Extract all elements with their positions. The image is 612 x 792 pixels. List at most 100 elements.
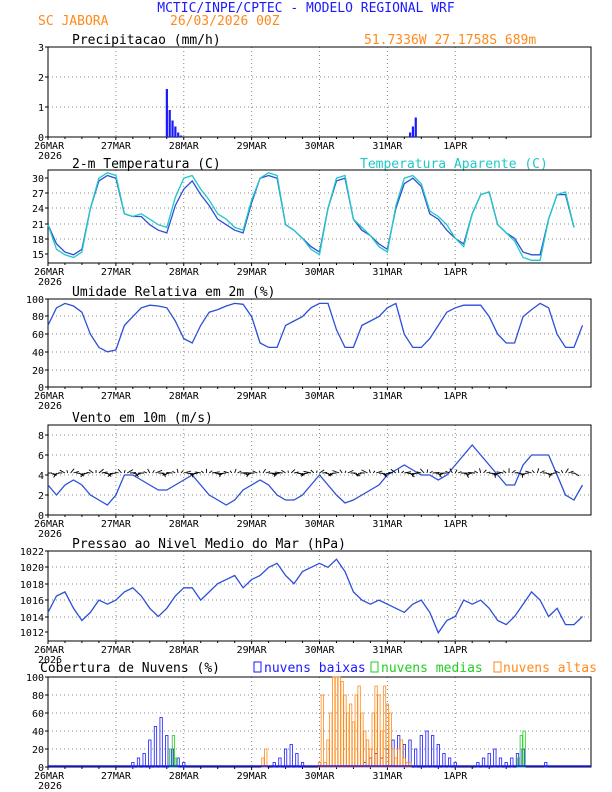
high-cloud-bar (394, 757, 398, 768)
wind-barb (339, 469, 343, 474)
mid-cloud-bar (171, 735, 176, 768)
precip-year-label: 2026 (38, 151, 62, 162)
rh-ytick-label: 100 (26, 295, 44, 306)
temp-xtick-label: 27MAR (101, 267, 132, 278)
low-cloud-bar (442, 753, 446, 768)
wind-barb (180, 470, 184, 474)
wind-barb (474, 470, 479, 474)
low-cloud-bar (504, 762, 508, 768)
high-cloud-bar (408, 762, 412, 768)
wind-barb (502, 470, 507, 474)
precip-xtick-label: 30MAR (304, 141, 335, 152)
wind-ytick-label: 2 (38, 491, 44, 502)
temp-ytick-label: 18 (32, 235, 44, 246)
wind-xtick-label: 26MAR (34, 519, 65, 530)
wind-barb (194, 471, 201, 474)
wind-barb (73, 470, 79, 474)
wind-barb (265, 471, 271, 474)
low-cloud-bar (425, 730, 429, 768)
wind-barb (548, 472, 552, 478)
high-cloud-bar (346, 712, 350, 768)
rh-xtick-label: 30MAR (304, 391, 335, 402)
clouds-ytick-label: 40 (32, 727, 44, 738)
high-cloud-bar (374, 685, 378, 768)
pressure-xtick-label: 30MAR (304, 645, 335, 656)
wind-barb (514, 471, 519, 474)
pressure-title: Pressao ao Nivel Medio do Mar (hPa) (72, 537, 346, 552)
rh-ytick-label: 40 (32, 348, 44, 359)
high-cloud-bar (334, 676, 339, 768)
mid-cloud-bar (516, 757, 521, 768)
pressure-xtick-label: 31MAR (372, 645, 403, 656)
temp-xtick-label: 29MAR (237, 267, 268, 278)
temp-title: 2-m Temperatura (C) (72, 157, 221, 172)
precip-bar (174, 126, 177, 137)
clouds-ytick-label: 80 (32, 691, 44, 702)
wind-xtick-label: 31MAR (372, 519, 403, 530)
high-cloud-bar (402, 757, 406, 768)
wind-barb (388, 471, 394, 474)
wind-barb (565, 468, 569, 474)
pressure-year-label: 2026 (38, 655, 62, 666)
wind-ytick-label: 4 (38, 471, 44, 482)
precip-xtick-label: 31MAR (372, 141, 403, 152)
high-cloud-bar (329, 712, 333, 768)
wind-barb (176, 468, 179, 474)
high-cloud-bar (380, 730, 384, 768)
precip-ytick-label: 1 (38, 103, 44, 114)
low-cloud-bar (283, 748, 288, 768)
pressure-ytick-label: 1020 (20, 563, 44, 574)
wind-barb (303, 470, 312, 474)
high-cloud-bar (357, 685, 361, 768)
high-cloud-bar (388, 712, 392, 768)
wind-barb (252, 470, 258, 474)
temp-xtick-label: 31MAR (372, 267, 403, 278)
wind-barb (81, 472, 88, 475)
low-cloud-bar (414, 748, 418, 768)
wind-barb (525, 470, 532, 474)
wind-barb (390, 468, 397, 474)
temp-xtick-label: 1APR (443, 267, 468, 278)
pressure-xtick-label: 28MAR (169, 645, 200, 656)
precip-xtick-label: 27MAR (101, 141, 132, 152)
wind-barb (143, 471, 148, 474)
precip-ytick-label: 3 (38, 43, 44, 54)
wind-barb (114, 471, 119, 474)
low-cloud-bar (544, 762, 548, 768)
low-cloud-bar (419, 735, 423, 768)
wind-barb (319, 469, 325, 474)
wind-barb (245, 472, 248, 476)
wind-barb (70, 468, 75, 474)
precip-xtick-label: 1APR (443, 141, 468, 152)
legend-low-swatch (253, 661, 262, 673)
temp-xtick-label: 26MAR (34, 267, 65, 278)
wind-barb (98, 468, 104, 474)
wind-barb (401, 470, 405, 474)
low-cloud-bar (431, 735, 435, 768)
clouds-ytick-label: 0 (38, 763, 44, 774)
clouds-xtick-label: 27MAR (101, 771, 132, 782)
wind-xtick-label: 29MAR (237, 519, 268, 530)
high-cloud-bar (354, 694, 358, 768)
wind-barb (449, 468, 453, 474)
wind-barb (147, 468, 151, 474)
temp-ytick-label: 30 (32, 174, 44, 185)
wind-barb (86, 471, 91, 474)
wind-ytick-label: 6 (38, 451, 44, 462)
wind-barb (214, 472, 221, 475)
low-cloud-bar (272, 762, 276, 768)
pressure-xtick-label: 1APR (443, 645, 468, 656)
rh-xtick-label: 26MAR (34, 391, 65, 402)
precip-xtick-label: 26MAR (34, 141, 65, 152)
wind-barb (234, 468, 237, 474)
rh-ytick-label: 80 (32, 312, 44, 323)
legend-high-label: nuvens altas (503, 661, 597, 676)
header-coords: 51.7336W 27.1758S 689m (364, 33, 536, 48)
wind-barb (237, 470, 242, 474)
clouds-xtick-label: 29MAR (237, 771, 268, 782)
high-cloud-bar (343, 694, 347, 768)
precip-bar (414, 117, 417, 137)
header-title: MCTIC/INPE/CPTEC - MODELO REGIONAL WRF (157, 1, 455, 16)
wind-barb (573, 472, 580, 477)
wind-barb (166, 472, 173, 474)
